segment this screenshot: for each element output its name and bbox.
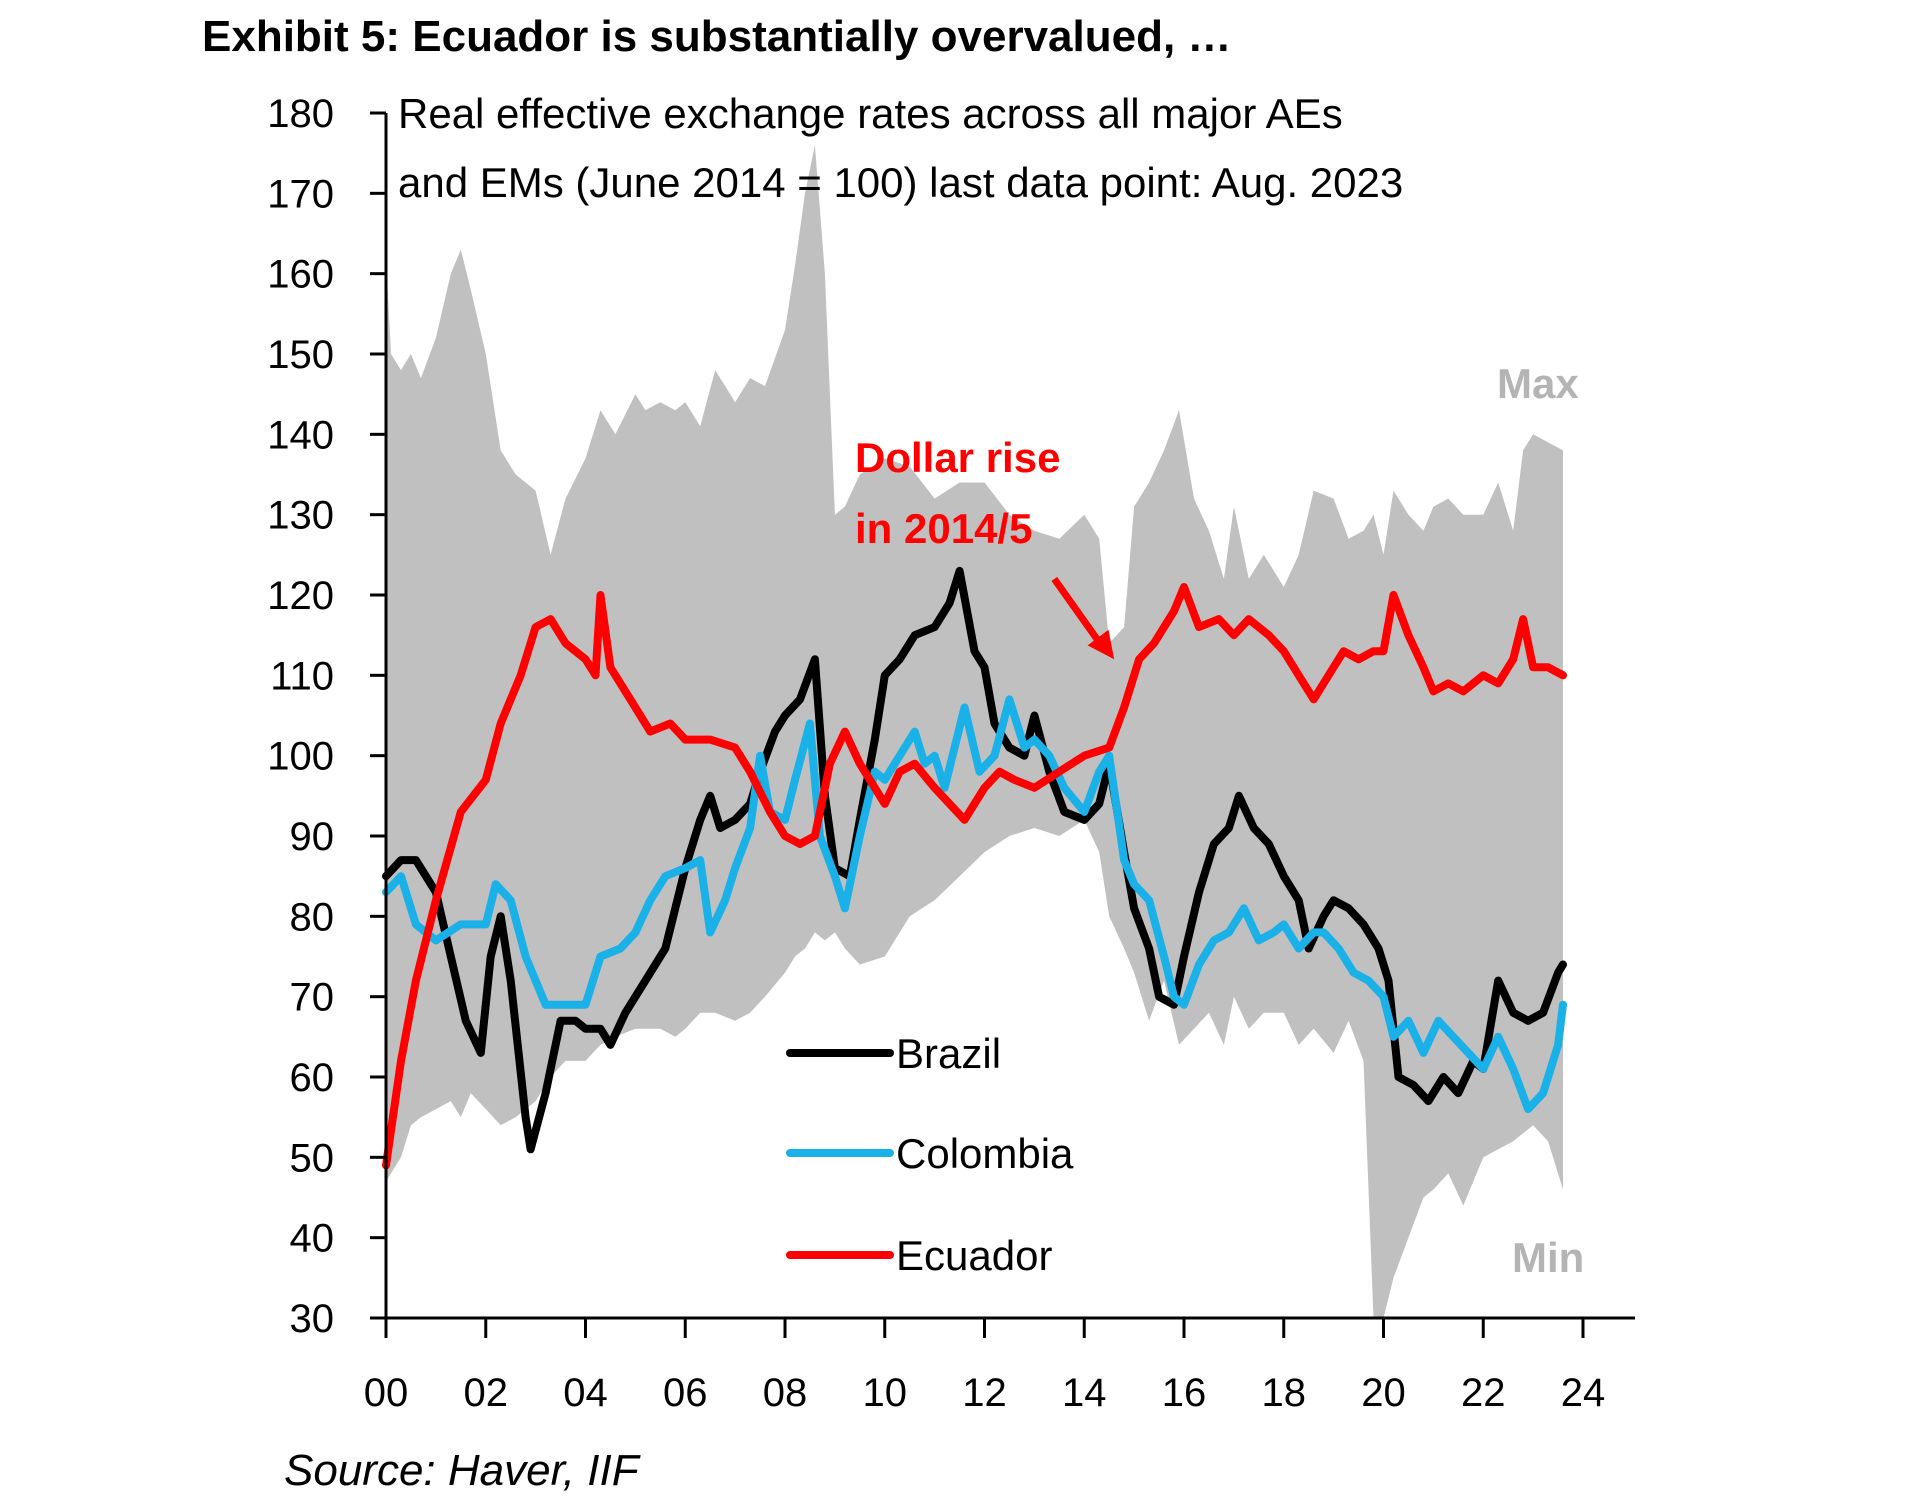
x-tick-label: 02: [464, 1371, 509, 1415]
subtitle-line-2: and EMs (June 2014 = 100) last data poin…: [398, 159, 1403, 206]
x-tick-label: 14: [1062, 1371, 1107, 1415]
y-tick-label: 40: [290, 1217, 335, 1261]
y-tick-label: 140: [267, 413, 334, 457]
x-tick-label: 04: [563, 1371, 608, 1415]
legend-label-brazil: Brazil: [896, 1030, 1001, 1077]
chart-title: Exhibit 5: Ecuador is substantially over…: [202, 12, 1232, 61]
y-tick-label: 170: [267, 172, 334, 216]
series-layer: [382, 566, 1567, 1170]
x-tick-label: 10: [863, 1371, 908, 1415]
annotation-arrow-shaft: [1051, 576, 1108, 652]
band-max-label: Max: [1497, 360, 1579, 407]
y-tick-label: 180: [267, 92, 334, 136]
series-line-ecuador: [382, 583, 1567, 1170]
y-tick-label: 50: [290, 1136, 335, 1180]
x-tick-label: 00: [364, 1371, 409, 1415]
series-line-colombia: [382, 695, 1567, 1114]
chart: 180 170 160 150 140 130 120 110 100 90 80 70 60 50 40 3…: [267, 90, 1635, 1415]
subtitle-line-1: Real effective exchange rates across all…: [398, 90, 1343, 137]
y-tick-label: 100: [267, 735, 334, 779]
x-tick-label: 12: [962, 1371, 1007, 1415]
y-tick-label: 80: [290, 895, 335, 939]
annotation-dollar-rise-line-2: in 2014/5: [855, 505, 1032, 552]
y-tick-label: 70: [290, 976, 335, 1020]
annotation-dollar-rise-line-1: Dollar rise: [855, 434, 1060, 481]
y-tick-label: 120: [267, 574, 334, 618]
legend-label-colombia: Colombia: [896, 1130, 1074, 1177]
legend: Brazil Colombia Ecuador: [786, 1030, 1074, 1279]
y-tick-label: 30: [290, 1297, 335, 1341]
x-tick-label: 24: [1561, 1371, 1606, 1415]
x-tick-label: 06: [663, 1371, 708, 1415]
y-tick-label: 150: [267, 333, 334, 377]
y-tick-label: 130: [267, 494, 334, 538]
y-tick-label: 110: [270, 654, 334, 698]
band-min-label: Min: [1512, 1234, 1584, 1281]
x-tick-label: 08: [763, 1371, 808, 1415]
series-line-brazil: [382, 566, 1567, 1154]
range-band-layer: [386, 145, 1563, 1319]
text-layer: Real effective exchange rates across all…: [398, 90, 1584, 1281]
range-band-area: [386, 145, 1563, 1319]
x-tick-label: 16: [1162, 1371, 1207, 1415]
x-tick-label: 20: [1361, 1371, 1406, 1415]
annotation-arrow-head: [1087, 629, 1115, 660]
x-tick-label: 22: [1461, 1371, 1506, 1415]
axes-layer: 180 170 160 150 140 130 120 110 100 90 80 70 60 50 40 3…: [267, 92, 1635, 1415]
source-note: Source: Haver, IIF: [284, 1446, 639, 1495]
x-tick-label: 18: [1262, 1371, 1307, 1415]
y-tick-label: 60: [290, 1056, 335, 1100]
legend-label-ecuador: Ecuador: [896, 1232, 1052, 1279]
y-tick-label: 90: [290, 815, 335, 859]
y-tick-label: 160: [267, 253, 334, 297]
